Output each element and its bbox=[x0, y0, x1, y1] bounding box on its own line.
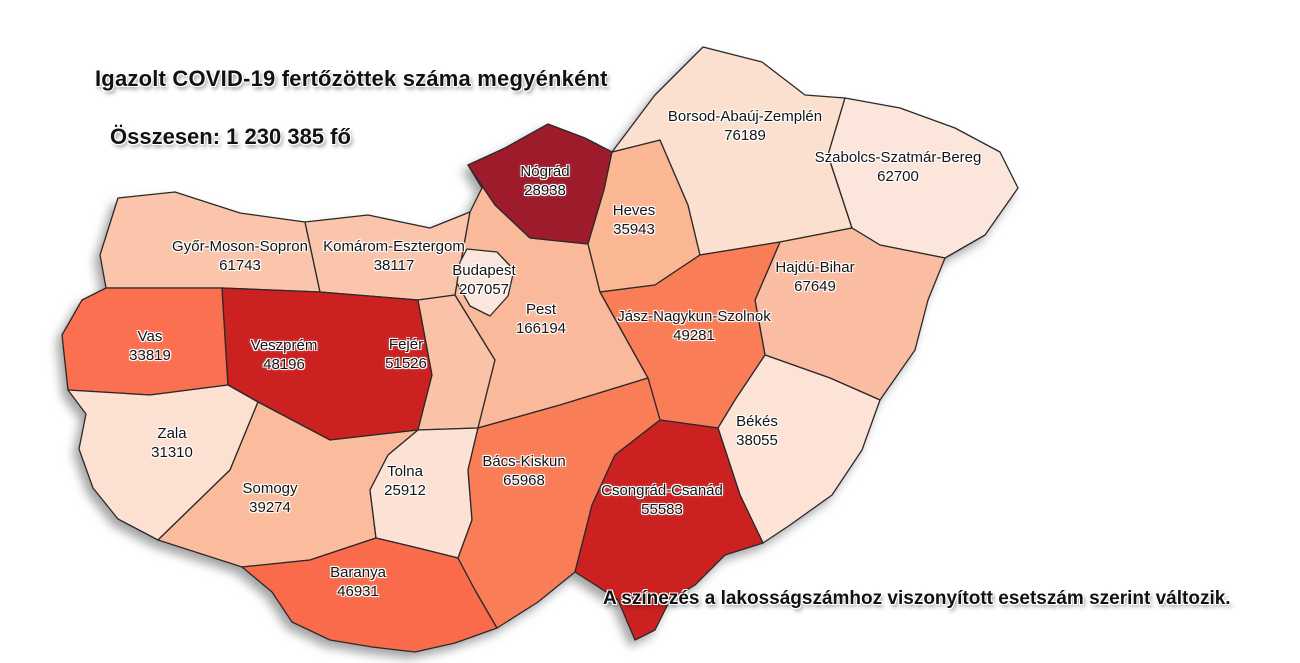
county-case-count: 51526 bbox=[385, 355, 427, 372]
county-label-budapest: Budapest 207057 bbox=[452, 261, 515, 299]
county-name: Békés bbox=[736, 413, 778, 430]
county-name: Jász-Nagykun-Szolnok bbox=[617, 308, 771, 325]
county-label-borsod-abauj-zemplen: Borsod-Abaúj-Zemplén 76189 bbox=[668, 107, 822, 145]
county-case-count: 28938 bbox=[524, 182, 566, 199]
county-name: Szabolcs-Szatmár-Bereg bbox=[814, 149, 982, 166]
county-case-count: 33819 bbox=[129, 347, 171, 364]
county-case-count: 38117 bbox=[373, 257, 415, 274]
county-label-nograd: Nógrád 28938 bbox=[520, 162, 569, 200]
county-name: Győr-Moson-Sopron bbox=[172, 238, 308, 255]
county-case-count: 62700 bbox=[877, 168, 919, 185]
county-name: Csongrád-Csanád bbox=[601, 482, 723, 499]
page-title: Igazolt COVID-19 fertőzöttek száma megyé… bbox=[95, 66, 608, 91]
county-label-vas: Vas 33819 bbox=[129, 327, 171, 365]
county-name: Heves bbox=[612, 202, 656, 219]
county-case-count: 39274 bbox=[249, 499, 291, 516]
county-name: Borsod-Abaúj-Zemplén bbox=[667, 108, 823, 125]
county-label-hajdu-bihar: Hajdú-Bihar 67649 bbox=[775, 258, 854, 296]
county-label-veszprem: Veszprém 48196 bbox=[251, 336, 318, 374]
county-csongrad-csanad bbox=[574, 419, 764, 641]
county-budapest bbox=[456, 248, 515, 317]
color-scale-footnote: A színezés a lakosságszámhoz viszonyítot… bbox=[603, 588, 1231, 609]
county-name: Vas bbox=[137, 328, 163, 345]
total-cases-text: Összesen: 1 230 385 fő bbox=[110, 124, 351, 149]
county-label-gyor-moson-sopron: Győr-Moson-Sopron 61743 bbox=[172, 237, 308, 275]
county-label-fejer: Fejér 51526 bbox=[385, 335, 427, 373]
county-case-count: 25912 bbox=[384, 482, 426, 499]
county-label-szabolcs-szatmar-bereg: Szabolcs-Szatmár-Bereg 62700 bbox=[815, 148, 982, 186]
county-case-count: 55583 bbox=[641, 501, 683, 518]
county-name: Fejér bbox=[388, 336, 424, 353]
county-label-zala: Zala 31310 bbox=[151, 424, 193, 462]
county-name: Budapest bbox=[452, 262, 516, 279]
county-label-tolna: Tolna 25912 bbox=[384, 462, 426, 500]
county-name: Hajdú-Bihar bbox=[775, 259, 855, 276]
county-label-somogy: Somogy 39274 bbox=[242, 479, 297, 517]
county-szabolcs-szatmar-bereg bbox=[827, 97, 1019, 259]
county-bekes bbox=[717, 354, 881, 544]
county-label-csongrad-csanad: Csongrád-Csanád 55583 bbox=[601, 481, 723, 519]
county-case-count: 76189 bbox=[724, 127, 766, 144]
county-case-count: 207057 bbox=[458, 281, 510, 298]
county-name: Zala bbox=[157, 425, 187, 442]
county-name: Nógrád bbox=[520, 163, 570, 180]
county-name: Komárom-Esztergom bbox=[323, 238, 465, 255]
county-case-count: 166194 bbox=[515, 320, 567, 337]
county-case-count: 67649 bbox=[794, 278, 836, 295]
county-shapes-layer bbox=[61, 46, 1019, 653]
county-case-count: 35943 bbox=[613, 221, 655, 238]
county-case-count: 61743 bbox=[219, 257, 261, 274]
county-label-jasz-nagykun-szolnok: Jász-Nagykun-Szolnok 49281 bbox=[617, 307, 770, 345]
county-label-bacs-kiskun: Bács-Kiskun 65968 bbox=[482, 452, 565, 490]
county-name: Somogy bbox=[242, 480, 298, 497]
county-label-pest: Pest 166194 bbox=[516, 300, 566, 338]
county-case-count: 38055 bbox=[736, 432, 778, 449]
county-name: Tolna bbox=[387, 463, 423, 480]
county-case-count: 31310 bbox=[151, 444, 193, 461]
county-case-count: 48196 bbox=[263, 356, 305, 373]
county-name: Baranya bbox=[330, 564, 386, 581]
county-label-komarom-esztergom: Komárom-Esztergom 38117 bbox=[323, 237, 465, 275]
county-case-count: 46931 bbox=[337, 583, 379, 600]
county-case-count: 65968 bbox=[503, 472, 545, 489]
county-name: Bács-Kiskun bbox=[482, 453, 566, 470]
county-label-baranya: Baranya 46931 bbox=[330, 563, 386, 601]
county-label-heves: Heves 35943 bbox=[613, 201, 656, 239]
county-name: Veszprém bbox=[250, 337, 318, 354]
county-label-bekes: Békés 38055 bbox=[736, 412, 778, 450]
county-case-count: 49281 bbox=[673, 327, 715, 344]
county-name: Pest bbox=[525, 301, 556, 318]
